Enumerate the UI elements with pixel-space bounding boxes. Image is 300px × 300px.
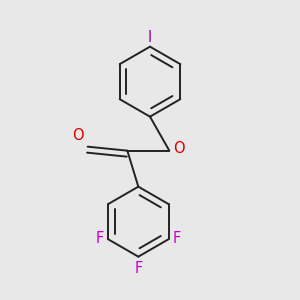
Text: F: F [95,231,104,246]
Text: O: O [72,128,84,143]
Text: F: F [173,231,181,246]
Text: O: O [173,142,185,157]
Text: I: I [148,30,152,45]
Text: F: F [134,261,142,276]
